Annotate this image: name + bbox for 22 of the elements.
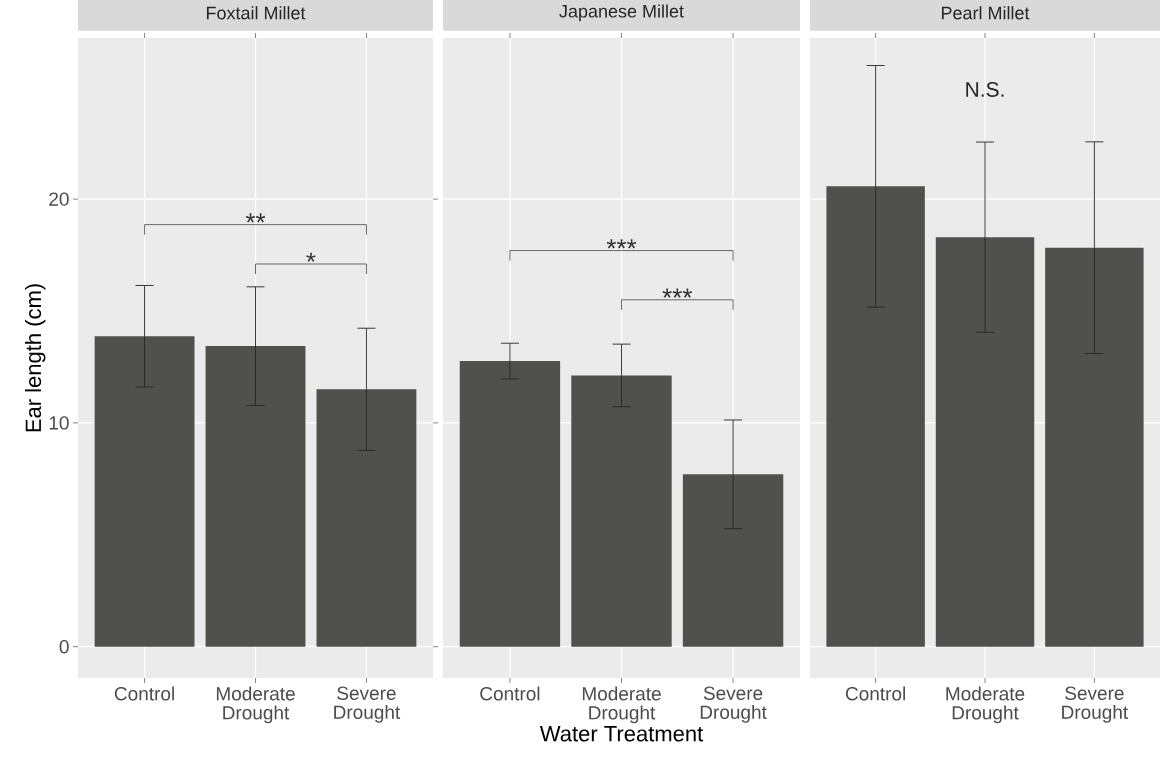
x-tick-label: Control: [845, 686, 905, 701]
y-axis-title: Ear length (cm): [24, 284, 46, 432]
chart-title: Japanese Millet: [559, 4, 684, 22]
annotation: **: [245, 213, 266, 223]
annotation: ***: [606, 239, 637, 249]
annotation: *: [306, 252, 316, 262]
x-tick-label: Severe Drought: [334, 686, 401, 723]
annotation: ***: [662, 288, 693, 298]
x-tick-label: Moderate Drought: [216, 686, 295, 724]
x-tick-label: Moderate Drought: [582, 686, 661, 724]
chart-title: Foxtail Millet: [206, 6, 306, 20]
x-tick-label: Severe Drought: [1062, 686, 1129, 723]
x-tick-label: Moderate Drought: [946, 686, 1025, 724]
annotation: N.S.: [966, 82, 1004, 97]
x-tick-label: Severe Drought: [700, 686, 767, 723]
chart-title: Pearl Millet: [941, 6, 1030, 20]
y-tick-label: 20: [49, 192, 69, 206]
x-tick-label: Control: [114, 686, 174, 701]
x-axis-title: Water Treatment: [539, 726, 704, 742]
y-tick-label: 10: [49, 416, 69, 430]
y-tick-label: 0: [59, 639, 69, 654]
x-tick-label: Control: [480, 686, 540, 701]
